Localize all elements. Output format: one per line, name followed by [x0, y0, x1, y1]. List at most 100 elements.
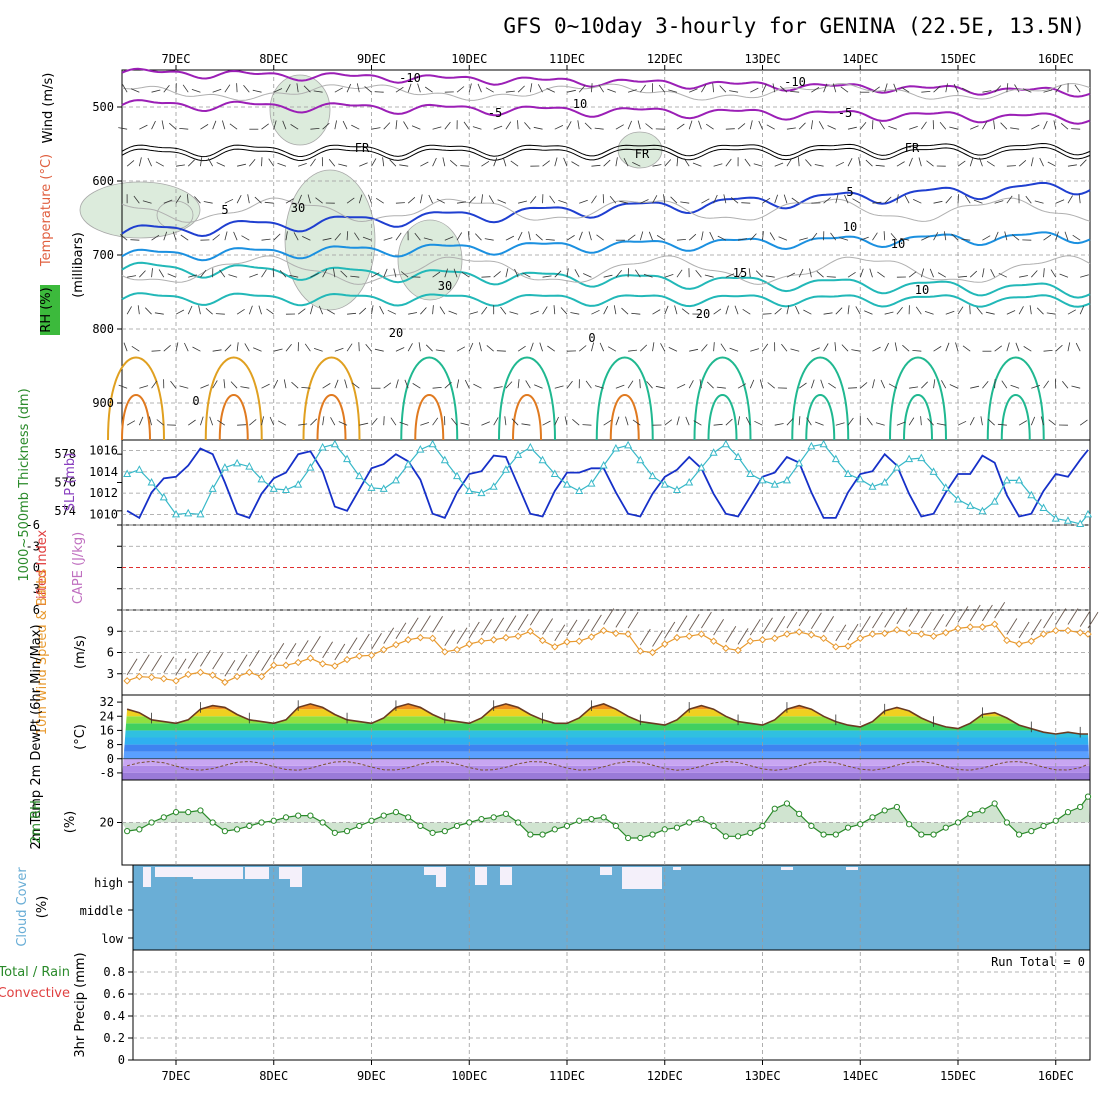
upper-wind-barb	[699, 379, 702, 389]
contour-label: 15	[733, 266, 747, 280]
upper-wind-barb	[395, 347, 405, 352]
rh2m-line-point	[893, 803, 901, 811]
date-label-bottom: 15DEC	[940, 1069, 976, 1083]
label-total-rain: Total / Rain	[0, 965, 70, 980]
upper-wind-barb	[479, 342, 482, 352]
upper-wind-barb	[990, 269, 996, 278]
upper-wind-barb	[652, 309, 661, 315]
wind-barb	[945, 610, 957, 627]
cloud-level-label: low	[101, 932, 123, 946]
upper-wind-barb	[444, 236, 454, 241]
upper-wind-barb	[139, 124, 148, 130]
upper-wind-barb	[603, 274, 613, 278]
wind10-line-point	[208, 671, 217, 679]
upper-wind-barb	[786, 158, 793, 167]
upper-wind-barb	[371, 272, 380, 278]
upper-wind-barb	[356, 83, 360, 93]
upper-wind-barb	[207, 158, 214, 167]
upper-wind-barb	[414, 232, 421, 241]
upper-wind-barb	[639, 84, 646, 93]
upper-wind-barb	[742, 308, 751, 315]
contour-label: -5	[488, 106, 502, 120]
wind10-line-point	[917, 630, 926, 638]
upper-wind-barb	[774, 423, 784, 426]
upper-wind-barb	[830, 232, 837, 241]
wind10-line-point	[477, 637, 486, 645]
thickness-line	[126, 447, 1089, 520]
wind10-line-point	[380, 645, 388, 654]
upper-wind-barb	[338, 421, 348, 426]
upper-wind-barb	[439, 306, 446, 315]
upper-wind-barb	[893, 83, 898, 93]
wind10-line-point	[612, 629, 620, 638]
wind10-line-point	[722, 644, 730, 652]
upper-wind-barb	[138, 416, 144, 426]
upper-wind-barb	[1006, 195, 1013, 204]
upper-wind-barb	[640, 344, 648, 352]
upper-wind-barb	[230, 381, 238, 389]
rh2m-line-point	[307, 812, 314, 819]
wind10-line-point	[294, 658, 302, 667]
contour-loop-outer-6	[693, 356, 752, 441]
upper-wind-barb	[291, 381, 299, 389]
upper-wind-barb	[264, 201, 274, 204]
temp-band	[122, 772, 1090, 780]
upper-wind-barb	[497, 199, 507, 204]
upper-wind-barb	[774, 307, 782, 315]
rh-shading-3	[397, 219, 463, 301]
upper-wind-barb	[957, 194, 959, 204]
upper-wind-barb	[139, 270, 146, 278]
upper-wind-barb	[994, 231, 999, 241]
slp-line-point	[856, 474, 865, 483]
upper-wind-barb	[163, 231, 168, 241]
temp-tick-label: 24	[100, 709, 114, 723]
upper-wind-barb	[449, 159, 458, 167]
li-tick-label: 3	[33, 582, 40, 596]
slp-line-point	[721, 439, 730, 448]
contour-label: 10	[843, 220, 857, 234]
contour-label: 0	[588, 331, 595, 345]
upper-wind-barb	[613, 305, 617, 315]
date-label-bottom: 7DEC	[162, 1069, 191, 1083]
rh2m-line-point	[221, 828, 228, 835]
upper-wind-barb	[493, 157, 498, 167]
wind10-line-point	[306, 654, 315, 662]
contour-5	[121, 181, 1091, 238]
upper-wind-barb	[395, 202, 405, 204]
upper-wind-barb	[748, 268, 751, 278]
upper-wind-barb	[668, 347, 678, 352]
upper-wind-barb	[884, 196, 892, 204]
slp-line-point	[147, 477, 156, 486]
upper-wind-barb	[798, 122, 806, 130]
upper-wind-barb	[847, 126, 857, 130]
cloud-gap-15	[846, 867, 858, 870]
slp-line-point	[709, 448, 718, 456]
upper-wind-barb	[578, 231, 583, 241]
wind-barb	[652, 630, 663, 647]
wind10-line-point	[1084, 630, 1092, 638]
upper-wind-barb	[944, 231, 947, 241]
rh2m-line-point	[759, 822, 766, 830]
upper-wind-barb	[652, 342, 655, 352]
upper-wind-barb	[542, 420, 551, 426]
rh2m-line-point	[576, 817, 583, 824]
upper-wind-barb	[145, 307, 152, 315]
upper-wind-barb	[297, 194, 302, 204]
upper-wind-barb	[908, 271, 917, 278]
upper-wind-barb	[488, 195, 495, 204]
cloud-gap-14	[781, 867, 793, 870]
upper-wind-barb	[979, 157, 983, 167]
upper-wind-barb	[811, 87, 820, 93]
upper-wind-barb	[563, 157, 568, 167]
upper-wind-barb	[468, 83, 472, 93]
cloud-gap-11	[600, 867, 612, 875]
rh2m-line-point	[527, 831, 534, 838]
slp-line-point	[758, 475, 767, 484]
upper-wind-barb	[285, 231, 288, 241]
wind-barb	[627, 611, 639, 629]
upper-wind-barb	[261, 238, 271, 241]
upper-wind-barb	[126, 420, 136, 426]
upper-wind-barb	[670, 196, 678, 204]
upper-wind-barb	[847, 417, 854, 426]
upper-wind-barb	[896, 306, 903, 315]
